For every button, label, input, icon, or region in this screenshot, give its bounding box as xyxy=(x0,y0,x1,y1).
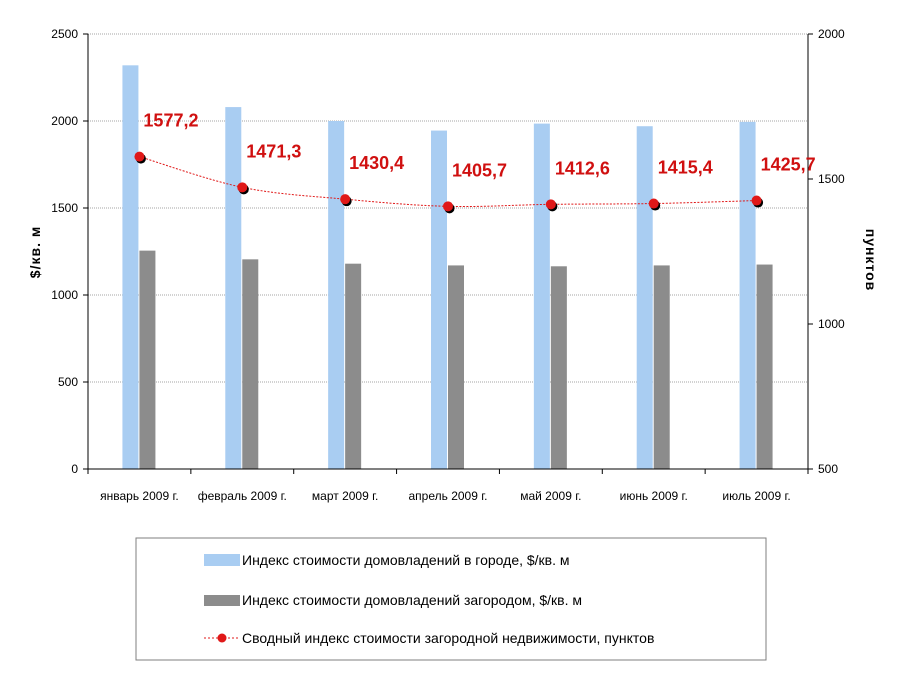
legend-label-suburban: Индекс стоимости домовладений загородом,… xyxy=(242,592,582,608)
index-point xyxy=(751,195,762,206)
bar-suburban xyxy=(550,266,567,469)
y-tick-label: 500 xyxy=(58,375,78,389)
bar-suburban xyxy=(242,259,259,469)
y-tick-label: 1500 xyxy=(51,201,78,215)
data-labels: 1577,2 1471,3 1430,4 1405,7 1412,6 1415,4 1425… xyxy=(143,111,815,181)
y-tick-label: 2000 xyxy=(51,114,78,128)
y2-tick-label: 1500 xyxy=(818,172,845,186)
bar-city xyxy=(122,65,139,469)
y-tick-label: 2500 xyxy=(51,27,78,41)
index-point xyxy=(134,151,145,162)
y2-axis-title: пунктов xyxy=(863,229,879,292)
bar-marks xyxy=(122,65,773,470)
bar-city xyxy=(739,121,756,470)
legend-label-index: Сводный индекс стоимости загородной недв… xyxy=(242,630,654,646)
y2-tick-label: 500 xyxy=(818,462,838,476)
index-point xyxy=(443,201,453,212)
data-label: 1415,4 xyxy=(658,158,713,178)
bar-suburban xyxy=(448,265,464,469)
x-tick-label: июль 2009 г. xyxy=(722,489,790,503)
bar-city xyxy=(431,130,447,469)
legend-swatch-suburban xyxy=(204,595,240,606)
index-line xyxy=(134,151,764,214)
data-label: 1425,7 xyxy=(761,155,816,175)
x-tick-label: май 2009 г. xyxy=(520,489,581,503)
data-label: 1405,7 xyxy=(452,160,507,180)
data-label: 1471,3 xyxy=(246,141,301,161)
bar-city xyxy=(328,121,345,469)
index-point xyxy=(648,198,659,209)
legend-frame xyxy=(135,537,767,661)
index-point xyxy=(340,194,351,205)
index-point xyxy=(237,182,248,193)
bar-city xyxy=(225,107,242,469)
y-tick-label: 1000 xyxy=(51,288,78,302)
bar-suburban xyxy=(345,263,362,469)
index-point xyxy=(545,199,556,210)
x-tick-label: апрель 2009 г. xyxy=(409,489,488,503)
x-tick-label: январь 2009 г. xyxy=(100,489,179,503)
x-tick-label: февраль 2009 г. xyxy=(198,489,287,503)
y2-tick-label: 1000 xyxy=(818,317,845,331)
bar-suburban xyxy=(653,265,670,469)
data-label: 1577,2 xyxy=(143,111,198,131)
bar-suburban xyxy=(139,250,156,469)
x-tick-label: июнь 2009 г. xyxy=(620,489,688,503)
data-label: 1412,6 xyxy=(555,158,610,178)
y-tick-label: 0 xyxy=(71,462,78,476)
legend: Индекс стоимости домовладений в городе, … xyxy=(135,537,767,661)
x-tick-label: март 2009 г. xyxy=(312,489,378,503)
data-label: 1430,4 xyxy=(349,153,404,173)
y-axis-title: $/кв. м xyxy=(27,226,43,278)
legend-marker xyxy=(217,633,227,643)
legend-swatch-city xyxy=(204,554,240,566)
bar-city xyxy=(636,126,653,469)
bar-suburban xyxy=(756,264,773,469)
bar-city xyxy=(533,123,550,470)
axes: 0 500 1000 1500 2000 2500 500 1000 1500 2000 январ… xyxy=(51,27,845,503)
y2-tick-label: 2000 xyxy=(818,27,845,41)
legend-label-city: Индекс стоимости домовладений в городе, … xyxy=(242,552,570,568)
